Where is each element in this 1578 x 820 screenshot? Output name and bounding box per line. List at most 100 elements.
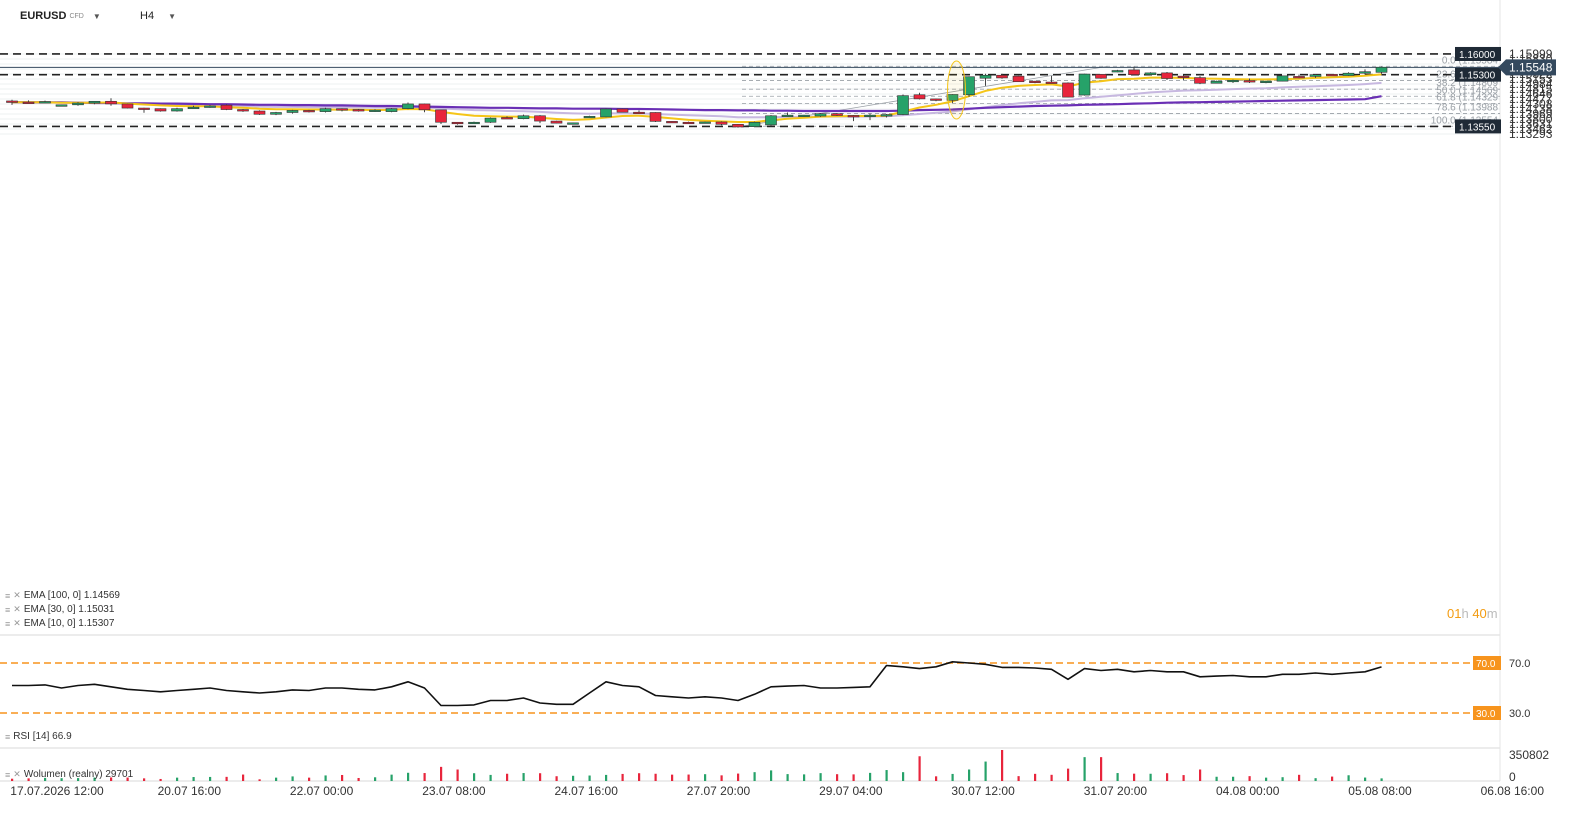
settings-icon[interactable]: ≡ xyxy=(5,769,11,780)
time-tick-label: 17.07.2026 12:00 xyxy=(10,784,104,798)
price-tick-label: 1.13293 xyxy=(1509,127,1553,141)
candle-body xyxy=(468,121,480,125)
candle-body xyxy=(517,115,530,120)
volume-bar xyxy=(1364,777,1367,781)
candle xyxy=(220,104,233,111)
volume-bar xyxy=(737,773,740,781)
candle-body xyxy=(270,112,282,115)
candle xyxy=(22,100,35,104)
candle xyxy=(1012,75,1025,83)
candle-body xyxy=(1210,80,1223,84)
volume-bar xyxy=(27,778,30,781)
candle-body xyxy=(1111,70,1124,73)
volume-bar xyxy=(671,774,674,781)
volume-bar xyxy=(951,773,954,781)
volume-bar xyxy=(522,773,525,781)
candle-body xyxy=(781,114,794,117)
volume-bar xyxy=(1199,769,1202,781)
legend-ema10[interactable]: ≡ ✕ EMA [10, 0] 1.15307 xyxy=(5,618,114,629)
fibonacci-label: 78.6 (1.13988 xyxy=(1436,102,1498,113)
candle-body xyxy=(864,114,876,117)
volume-bar xyxy=(176,777,179,781)
candle xyxy=(583,115,596,119)
candle xyxy=(1227,79,1239,83)
candle-body xyxy=(1029,80,1041,83)
candle-body xyxy=(154,108,167,112)
settings-icon[interactable]: ≡ xyxy=(5,590,11,601)
candle-body xyxy=(1342,72,1355,76)
close-icon[interactable]: ✕ xyxy=(13,590,21,600)
legend-ema30[interactable]: ≡ ✕ EMA [30, 0] 1.15031 xyxy=(5,604,114,615)
candle xyxy=(699,121,711,124)
candle xyxy=(253,110,266,115)
volume-bar xyxy=(489,774,492,781)
price-tick-label: 1.14984 xyxy=(1509,77,1553,91)
time-tick-label: 04.08 00:00 xyxy=(1216,784,1280,798)
close-icon[interactable]: ✕ xyxy=(13,769,21,779)
timeframe-selector[interactable]: H4 ▼ xyxy=(140,10,176,22)
candle-body xyxy=(1326,74,1338,77)
volume-bar xyxy=(819,773,822,781)
volume-bar xyxy=(968,769,971,781)
price-tick-label: 1.14815 xyxy=(1509,82,1553,96)
candle-body xyxy=(649,112,662,122)
volume-bar xyxy=(852,774,855,781)
timer-minutes-unit: m xyxy=(1486,606,1498,621)
candle xyxy=(600,108,612,118)
volume-bar xyxy=(1100,757,1103,781)
candle xyxy=(732,124,744,128)
legend-volume[interactable]: ≡ ✕ Wolumen (realny) 29701 xyxy=(5,769,133,780)
candle xyxy=(1128,66,1140,75)
volume-bar xyxy=(275,777,278,781)
candle-body xyxy=(286,110,299,113)
close-icon[interactable]: ✕ xyxy=(13,604,21,614)
candle-body xyxy=(748,121,761,127)
candle-body xyxy=(1128,69,1140,75)
rsi-label: RSI [14] 66.9 xyxy=(13,731,72,742)
settings-icon[interactable]: ≡ xyxy=(5,618,11,629)
candle xyxy=(1342,72,1355,76)
volume-bar xyxy=(407,772,410,781)
settings-icon[interactable]: ≡ xyxy=(5,731,11,742)
volume-bar xyxy=(159,778,162,781)
candle xyxy=(1111,69,1124,73)
price-tick-label: 1.13631 xyxy=(1509,117,1553,131)
volume-bar xyxy=(143,778,146,781)
candle-body xyxy=(814,113,827,117)
legend-ema100[interactable]: ≡ ✕ EMA [100, 0] 1.14569 xyxy=(5,590,120,601)
legend-rsi[interactable]: ≡ RSI [14] 66.9 xyxy=(5,731,72,742)
candle xyxy=(352,108,365,112)
symbol-selector[interactable]: EURUSD CFD ▼ xyxy=(20,10,101,22)
volume-bar xyxy=(242,774,245,781)
volume-bar xyxy=(539,773,542,781)
candle-body xyxy=(1062,82,1074,98)
candle-body xyxy=(567,122,579,125)
price-tick-label: 1.13969 xyxy=(1509,107,1553,121)
candle-body xyxy=(930,98,942,101)
time-tick-label: 31.07 20:00 xyxy=(1084,784,1148,798)
level-price-tag-label: 1.16000 xyxy=(1459,50,1496,61)
volume-bar xyxy=(1034,773,1037,781)
volume-bar xyxy=(308,777,311,781)
candle xyxy=(1062,82,1074,98)
candle-body xyxy=(1012,75,1025,83)
chevron-down-icon: ▼ xyxy=(92,11,101,21)
volume-tick-label: 350802 xyxy=(1509,748,1549,762)
price-tick-label: 1.14646 xyxy=(1509,87,1553,101)
candle-body xyxy=(996,74,1008,79)
volume-bar xyxy=(935,776,938,781)
candle-body xyxy=(798,114,810,117)
volume-bar xyxy=(291,776,294,781)
candle xyxy=(1177,75,1190,80)
close-icon[interactable]: ✕ xyxy=(13,618,21,628)
candle-body xyxy=(963,76,975,96)
rsi-line xyxy=(12,660,1382,707)
volume-bar xyxy=(588,775,591,781)
candle xyxy=(484,117,497,123)
candle-body xyxy=(435,109,447,123)
candle xyxy=(682,121,695,125)
fibonacci-label: 61.8 (1.14329 xyxy=(1436,92,1498,103)
settings-icon[interactable]: ≡ xyxy=(5,604,11,615)
rsi-tick-label: 30.0 xyxy=(1509,708,1530,720)
